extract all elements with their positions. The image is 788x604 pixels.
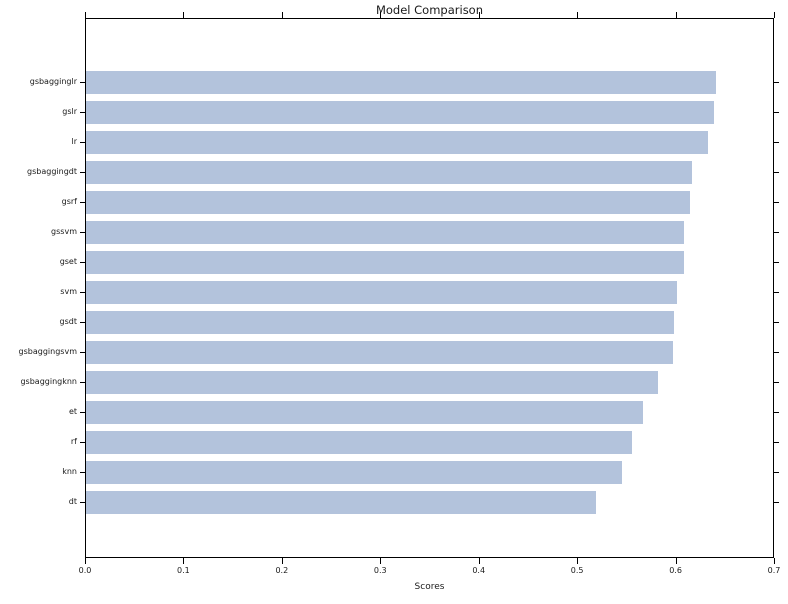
y-tick-left — [80, 321, 85, 323]
x-tick-top — [85, 12, 86, 18]
x-tick-bottom — [380, 558, 382, 564]
bar-lr — [86, 131, 709, 154]
y-tick-left — [80, 351, 85, 353]
y-tick-left — [80, 411, 85, 413]
x-tick-top — [774, 12, 775, 18]
y-tick-label: gsdt — [59, 316, 77, 326]
bar-gsdt — [86, 311, 674, 334]
x-tick-bottom — [774, 558, 775, 564]
y-tick-right — [774, 231, 779, 233]
y-tick-left — [80, 501, 85, 503]
x-tick-top — [478, 12, 480, 18]
y-tick-right — [774, 141, 779, 143]
y-tick-right — [774, 351, 779, 353]
x-tick-label: 0.0 — [78, 566, 92, 575]
y-tick-left — [80, 141, 85, 143]
y-tick-right — [774, 291, 779, 293]
bar-svm — [86, 281, 677, 304]
bar-gssvm — [86, 221, 685, 244]
x-tick-label: 0.5 — [570, 566, 584, 575]
y-tick-left — [80, 111, 85, 113]
chart-title: Model Comparison — [375, 3, 484, 17]
bar-gsbaggingsvm — [86, 341, 673, 364]
y-tick-label: et — [68, 406, 77, 416]
y-tick-label: lr — [71, 136, 77, 146]
y-tick-left — [80, 81, 85, 83]
y-tick-label: gsbaggingsvm — [18, 346, 77, 356]
y-tick-right — [774, 201, 779, 203]
y-tick-label: gsbaggingknn — [20, 376, 77, 386]
bar-gsbaggingknn — [86, 371, 658, 394]
y-tick-right — [774, 171, 779, 173]
y-tick-label: gsbagginglr — [29, 76, 77, 86]
y-tick-label: dt — [68, 496, 77, 506]
y-tick-right — [774, 471, 779, 473]
y-tick-label: gslr — [62, 106, 77, 116]
x-tick-label: 0.6 — [669, 566, 682, 575]
y-tick-left — [80, 171, 85, 173]
x-tick-bottom — [577, 558, 579, 564]
x-tick-label: 0.7 — [767, 566, 781, 575]
bar-gsbagginglr — [86, 71, 716, 94]
y-tick-label: gssvm — [51, 226, 77, 236]
y-tick-left — [80, 201, 85, 203]
bar-gsbaggingdt — [86, 161, 693, 184]
bar-gslr — [86, 101, 714, 124]
y-tick-label: gset — [59, 256, 77, 266]
x-tick-label: 0.4 — [472, 566, 486, 575]
x-tick-top — [577, 12, 579, 18]
x-tick-bottom — [281, 558, 283, 564]
bar-knn — [86, 461, 622, 484]
x-tick-top — [281, 12, 283, 18]
y-tick-left — [80, 291, 85, 293]
x-tick-label: 0.3 — [373, 566, 387, 575]
y-tick-right — [774, 261, 779, 263]
y-tick-label: svm — [60, 286, 77, 296]
y-tick-right — [774, 111, 779, 113]
bar-gsrf — [86, 191, 691, 214]
y-tick-left — [80, 261, 85, 263]
x-tick-bottom — [183, 558, 185, 564]
y-tick-right — [774, 441, 779, 443]
y-tick-right — [774, 411, 779, 413]
bar-gset — [86, 251, 685, 274]
x-tick-label: 0.2 — [275, 566, 289, 575]
bar-dt — [86, 491, 596, 514]
y-tick-label: gsrf — [61, 196, 77, 206]
x-tick-bottom — [478, 558, 480, 564]
y-tick-right — [774, 81, 779, 83]
x-tick-top — [183, 12, 185, 18]
y-tick-label: rf — [70, 436, 77, 446]
y-tick-label: knn — [62, 466, 77, 476]
y-tick-left — [80, 381, 85, 383]
y-tick-label: gsbaggingdt — [27, 166, 77, 176]
bar-et — [86, 401, 644, 424]
x-tick-bottom — [675, 558, 677, 564]
x-tick-top — [380, 12, 382, 18]
x-tick-bottom — [85, 558, 86, 564]
bar-rf — [86, 431, 633, 454]
plot-area — [85, 18, 774, 558]
y-tick-left — [80, 231, 85, 233]
y-tick-right — [774, 501, 779, 503]
y-tick-left — [80, 471, 85, 473]
y-tick-left — [80, 441, 85, 443]
y-tick-right — [774, 381, 779, 383]
y-tick-right — [774, 321, 779, 323]
x-tick-label: 0.1 — [177, 566, 190, 575]
x-tick-top — [675, 12, 677, 18]
x-axis-label: Scores — [414, 582, 445, 592]
